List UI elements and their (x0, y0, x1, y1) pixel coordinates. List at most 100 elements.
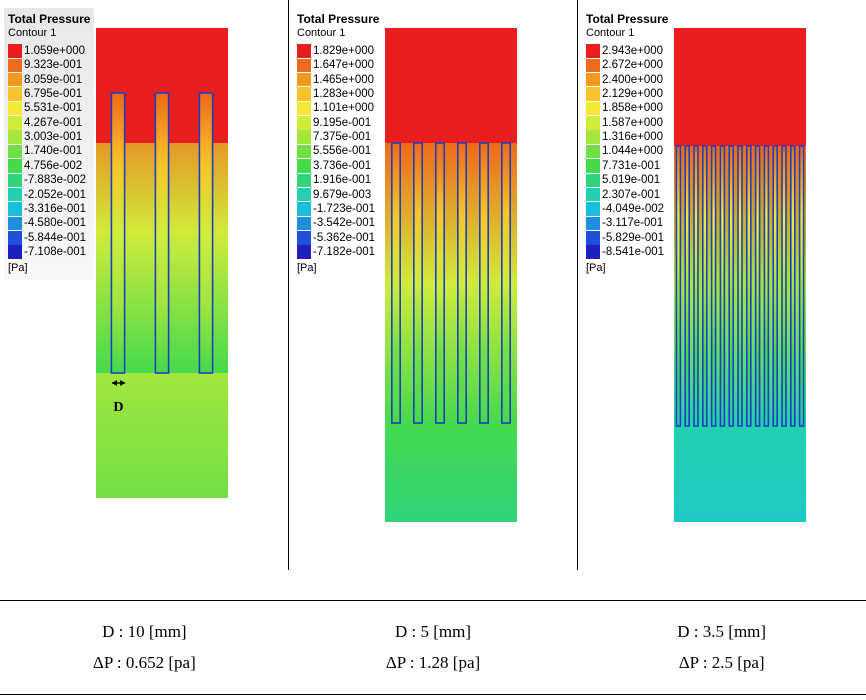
legend-swatch (8, 116, 22, 130)
legend-unit: [Pa] (8, 262, 90, 276)
legend-value: 9.323e-001 (24, 58, 82, 72)
legend-swatch (297, 102, 311, 116)
legend-row: 1.044e+000 (586, 144, 668, 158)
legend-value: 1.059e+000 (24, 44, 85, 58)
legend-row: 4.267e-001 (8, 116, 90, 130)
legend-value: 1.044e+000 (602, 144, 663, 158)
legend-row: -8.541e-001 (586, 245, 668, 259)
legend-row: 1.647e+000 (297, 58, 379, 72)
legend-value: 1.587e+000 (602, 116, 663, 130)
legend-value: -7.108e-001 (24, 245, 86, 259)
legend-value: -3.542e-001 (313, 216, 375, 230)
legend-row: -7.182e-001 (297, 245, 379, 259)
panel-d10: Total Pressure Contour 1 1.059e+0009.323… (0, 0, 289, 570)
legend-value: 8.059e-001 (24, 73, 82, 87)
legend-row: 3.003e-001 (8, 130, 90, 144)
legend-value: 1.829e+000 (313, 44, 374, 58)
legend-title: Total Pressure (297, 12, 379, 27)
panels-row: Total Pressure Contour 1 1.059e+0009.323… (0, 0, 866, 570)
legend-row: 8.059e-001 (8, 73, 90, 87)
colorbar: 1.059e+0009.323e-0018.059e-0016.795e-001… (8, 44, 90, 260)
legend-row: 9.195e-001 (297, 116, 379, 130)
legend-swatch (8, 59, 22, 73)
legend-row: 1.316e+000 (586, 130, 668, 144)
legend-row: 5.531e-001 (8, 101, 90, 115)
legend-row: 2.672e+000 (586, 58, 668, 72)
legend-swatch (297, 130, 311, 144)
legend-swatch (586, 188, 600, 202)
legend-swatch (586, 145, 600, 159)
legend-value: 1.858e+000 (602, 101, 663, 115)
legend-swatch (586, 44, 600, 58)
legend-d5: Total Pressure Contour 1 1.829e+0001.647… (293, 8, 383, 280)
legend-value: 1.740e-001 (24, 144, 82, 158)
legend-value: 1.647e+000 (313, 58, 374, 72)
legend-row: 1.916e-001 (297, 173, 379, 187)
legend-value: 5.019e-001 (602, 173, 660, 187)
legend-swatch (297, 159, 311, 173)
contour-svg (385, 28, 517, 522)
legend-value: -4.580e-001 (24, 216, 86, 230)
legend-row: -3.542e-001 (297, 216, 379, 230)
legend-d3p5: Total Pressure Contour 1 2.943e+0002.672… (582, 8, 672, 280)
legend-swatch (297, 231, 311, 245)
legend-swatch (297, 174, 311, 188)
legend-unit: [Pa] (297, 262, 379, 276)
legend-swatch (586, 159, 600, 173)
legend-row: 1.101e+000 (297, 101, 379, 115)
legend-value: -7.182e-001 (313, 245, 375, 259)
caption-dp-value: ΔP : 0.652 [pa] (8, 648, 281, 679)
legend-value: 9.679e-003 (313, 188, 371, 202)
legend-row: 9.679e-003 (297, 188, 379, 202)
legend-row: -5.362e-001 (297, 231, 379, 245)
legend-value: 7.731e-001 (602, 159, 660, 173)
legend-row: 7.731e-001 (586, 159, 668, 173)
legend-swatch (586, 87, 600, 101)
legend-row: 2.943e+000 (586, 44, 668, 58)
legend-value: 1.101e+000 (313, 101, 374, 115)
legend-row: 5.556e-001 (297, 144, 379, 158)
legend-value: -4.049e-002 (602, 202, 664, 216)
legend-value: 6.795e-001 (24, 87, 82, 101)
legend-swatch (586, 231, 600, 245)
legend-row: 1.829e+000 (297, 44, 379, 58)
legend-row: -5.844e-001 (8, 231, 90, 245)
legend-value: -7.883e-002 (24, 173, 86, 187)
legend-swatch (586, 245, 600, 259)
caption-dp-value: ΔP : 1.28 [pa] (297, 648, 570, 679)
contour-svg (674, 28, 806, 522)
legend-swatch (586, 116, 600, 130)
legend-swatch (586, 102, 600, 116)
contour-figure-d3p5 (674, 28, 806, 522)
legend-title: Total Pressure (586, 12, 668, 27)
legend-value: 1.916e-001 (313, 173, 371, 187)
legend-swatch (8, 217, 22, 231)
legend-value: 3.003e-001 (24, 130, 82, 144)
legend-title: Total Pressure (8, 12, 90, 27)
legend-subtitle: Contour 1 (8, 27, 90, 41)
legend-swatch (586, 73, 600, 87)
legend-value: 2.400e+000 (602, 73, 663, 87)
legend-swatch (297, 245, 311, 259)
legend-row: 3.736e-001 (297, 159, 379, 173)
legend-value: 2.129e+000 (602, 87, 663, 101)
legend-value: 1.465e+000 (313, 73, 374, 87)
legend-d10: Total Pressure Contour 1 1.059e+0009.323… (4, 8, 94, 280)
legend-unit: [Pa] (586, 262, 668, 276)
d-annotation: D (106, 375, 131, 416)
legend-row: -3.316e-001 (8, 202, 90, 216)
legend-row: -4.049e-002 (586, 202, 668, 216)
legend-swatch (297, 116, 311, 130)
legend-swatch (8, 231, 22, 245)
legend-value: 1.283e+000 (313, 87, 374, 101)
legend-swatch (586, 174, 600, 188)
legend-swatch (586, 217, 600, 231)
legend-swatch (8, 87, 22, 101)
legend-row: -7.108e-001 (8, 245, 90, 259)
legend-swatch (297, 217, 311, 231)
legend-swatch (297, 44, 311, 58)
legend-swatch (297, 73, 311, 87)
legend-row: 1.740e-001 (8, 144, 90, 158)
caption-d-value: D : 10 [mm] (8, 617, 281, 648)
legend-value: -5.362e-001 (313, 231, 375, 245)
